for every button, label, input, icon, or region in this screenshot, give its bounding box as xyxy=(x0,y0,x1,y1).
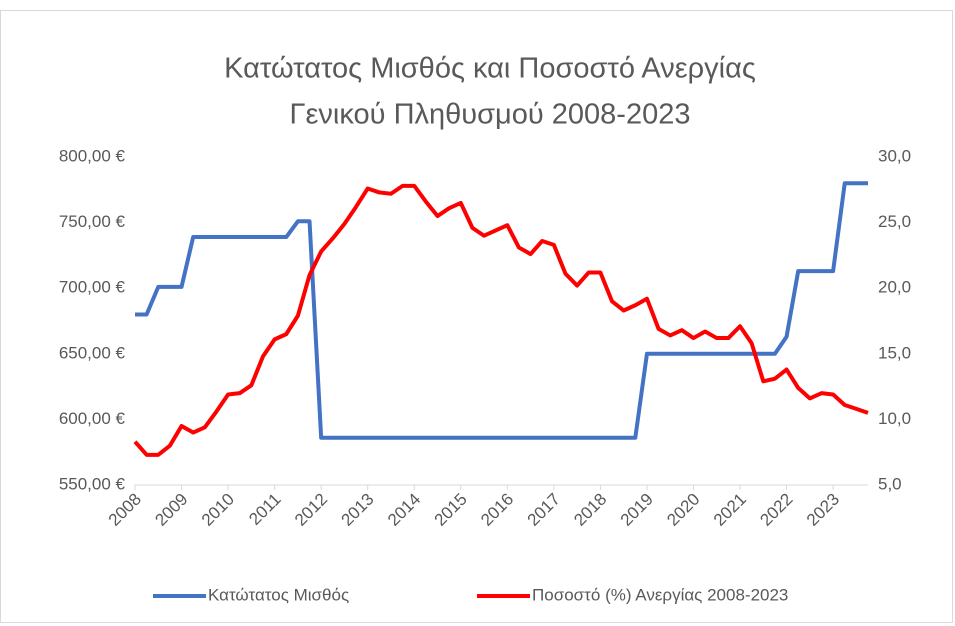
legend-label: Κατώτατος Μισθός xyxy=(208,585,349,604)
y2-tick-label: 10,0 xyxy=(878,409,911,428)
chart-title: Κατώτατος Μισθός και Ποσοστό Ανεργίας xyxy=(224,53,756,85)
y-tick-label: 650,00 € xyxy=(59,343,126,362)
y2-tick-label: 30,0 xyxy=(878,146,911,165)
y2-tick-label: 15,0 xyxy=(878,343,911,362)
y2-tick-label: 20,0 xyxy=(878,278,911,297)
series-line xyxy=(133,183,869,457)
series-line xyxy=(135,181,868,440)
chart-title: Γενικού Πληθυσμού 2008-2023 xyxy=(290,99,691,131)
y-tick-label: 800,00 € xyxy=(59,146,126,165)
y2-tick-label: 25,0 xyxy=(878,212,911,231)
chart-border xyxy=(0,10,953,623)
y-tick-label: 600,00 € xyxy=(59,409,126,428)
legend-label: Ποσοστό (%) Ανεργίας 2008-2023 xyxy=(532,585,788,604)
y-tick-label: 750,00 € xyxy=(59,212,126,231)
y-tick-label: 700,00 € xyxy=(59,278,126,297)
y2-tick-label: 5,0 xyxy=(878,474,902,493)
y-tick-label: 550,00 € xyxy=(59,474,126,493)
